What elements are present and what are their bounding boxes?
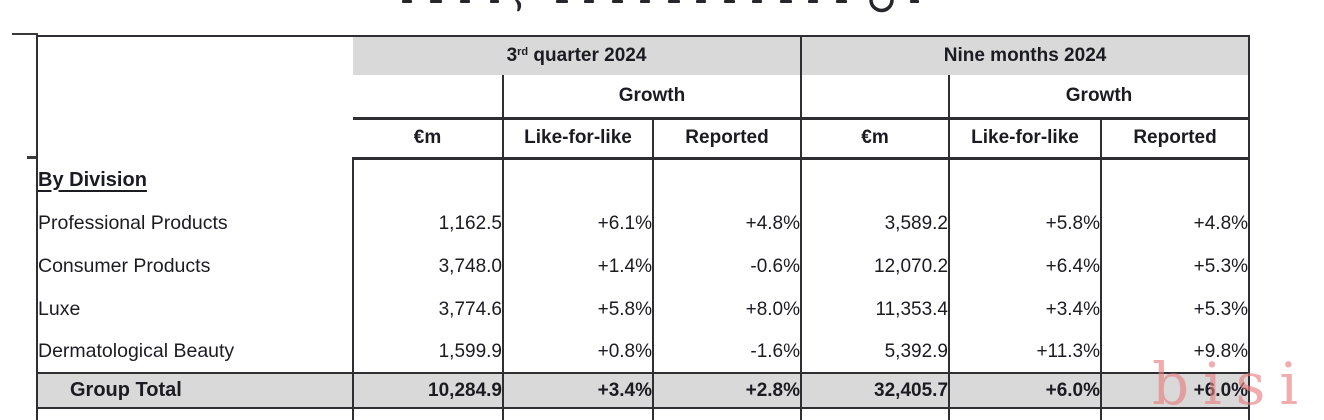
q3-prefix: 3: [506, 45, 518, 66]
nm-reported-value: +5.3%: [1193, 255, 1249, 277]
partial-next-row: [37, 408, 1249, 420]
nm-reported-header: Reported: [1101, 116, 1250, 160]
nm-eur-header: €m: [801, 116, 951, 160]
table-row-luxe: Luxe 3,774.6 +5.8% +8.0% 11,353.4 +3.4% …: [37, 288, 1249, 331]
q3-reported-value: +4.8%: [653, 202, 803, 245]
row-label: Professional Products: [37, 202, 354, 245]
q3-eur-empty-header: [353, 75, 504, 118]
clipped-title-fragments: [402, 0, 919, 13]
empty-cell: [801, 158, 951, 202]
q3-eur-total: 10,284.9: [353, 372, 504, 409]
q3-eur-value: 1,599.9: [353, 331, 504, 373]
nm-lfl-header: Like-for-like: [949, 116, 1103, 160]
row-label: Dermatological Beauty: [37, 331, 354, 373]
section-label: By Division: [37, 158, 354, 202]
q3-growth-header: Growth: [503, 75, 803, 118]
empty-cell: [503, 158, 654, 202]
table-row-consumer-products: Consumer Products 3,748.0 +1.4% -0.6% 12…: [37, 245, 1249, 288]
q3-eur-value: 3,774.6: [353, 288, 504, 331]
nm-eur-value: 11,353.4: [801, 288, 951, 331]
nm-reported-value: +4.8%: [1193, 212, 1249, 234]
column-subheader-row: €m Like-for-like Reported €m Like-for-li…: [37, 116, 1250, 160]
q3-reported-total: +2.8%: [653, 372, 803, 409]
empty-cell: [353, 408, 504, 420]
corner-empty-cell: [37, 36, 353, 158]
q3-eur-header: €m: [353, 116, 504, 160]
nm-lfl-value: +6.4%: [949, 245, 1103, 288]
nine-months-2024-header: Nine months 2024: [801, 36, 1250, 75]
q3-eur-value: 1,162.5: [353, 202, 504, 245]
table-row-group-total: Group Total 10,284.9 +3.4% +2.8% 32,405.…: [37, 372, 1250, 409]
nm-reported-total: +6.0%: [1101, 372, 1250, 409]
period-header-row: 3rd quarter 2024 Nine months 2024: [37, 36, 1250, 75]
q3-reported-value: -0.6%: [653, 245, 803, 288]
empty-cell: [653, 158, 803, 202]
nm-growth-header: Growth: [1065, 84, 1133, 106]
nm-eur-total: 32,405.7: [801, 372, 951, 409]
nm-eur-value: 5,392.9: [801, 331, 951, 373]
q3-rest: quarter 2024: [528, 45, 647, 66]
nm-lfl-value: +5.8%: [949, 202, 1103, 245]
row-label: Consumer Products: [37, 245, 354, 288]
empty-cell: [37, 408, 354, 420]
nm-eur-value: 12,070.2: [801, 245, 951, 288]
q3-2024-header: 3rd quarter 2024: [353, 36, 803, 75]
sales-by-division-table: 3rd quarter 2024 Nine months 2024 Growth…: [36, 35, 1251, 420]
table-row-dermatological-beauty: Dermatological Beauty 1,599.9 +0.8% -1.6…: [37, 331, 1249, 373]
q3-reported-header: Reported: [653, 116, 803, 160]
q3-lfl-value: +0.8%: [503, 331, 654, 373]
nm-eur-empty-header: [801, 75, 951, 118]
q3-lfl-value: +6.1%: [503, 202, 654, 245]
q3-eur-value: 3,748.0: [353, 245, 504, 288]
empty-cell: [949, 408, 1103, 420]
nm-reported-value: +9.8%: [1193, 340, 1249, 362]
empty-cell: [1101, 408, 1249, 420]
q3-ordinal: rd: [517, 46, 529, 58]
nm-lfl-value: +11.3%: [949, 331, 1103, 373]
q3-lfl-total: +3.4%: [503, 372, 654, 409]
row-label: Luxe: [37, 288, 354, 331]
empty-cell: [503, 408, 654, 420]
left-edge-border-artifact: [12, 33, 38, 35]
growth-header-row: Growth Growth: [37, 75, 1249, 118]
empty-cell: [653, 408, 803, 420]
total-label: Group Total: [37, 372, 354, 409]
nm-lfl-total: +6.0%: [949, 372, 1103, 409]
empty-cell: [801, 408, 951, 420]
q3-reported-value: -1.6%: [653, 331, 803, 373]
nm-reported-value: +5.3%: [1193, 298, 1249, 320]
q3-reported-value: +8.0%: [653, 288, 803, 331]
table-row-professional-products: Professional Products 1,162.5 +6.1% +4.8…: [37, 202, 1249, 245]
empty-cell: [353, 158, 504, 202]
empty-cell: [949, 158, 1103, 202]
nm-lfl-value: +3.4%: [949, 288, 1103, 331]
q3-lfl-header: Like-for-like: [503, 116, 654, 160]
empty-cell: [1101, 158, 1249, 202]
section-row: By Division: [37, 158, 1249, 202]
left-edge-border-artifact-2: [27, 156, 38, 159]
q3-lfl-value: +1.4%: [503, 245, 654, 288]
q3-lfl-value: +5.8%: [503, 288, 654, 331]
nm-eur-value: 3,589.2: [801, 202, 951, 245]
